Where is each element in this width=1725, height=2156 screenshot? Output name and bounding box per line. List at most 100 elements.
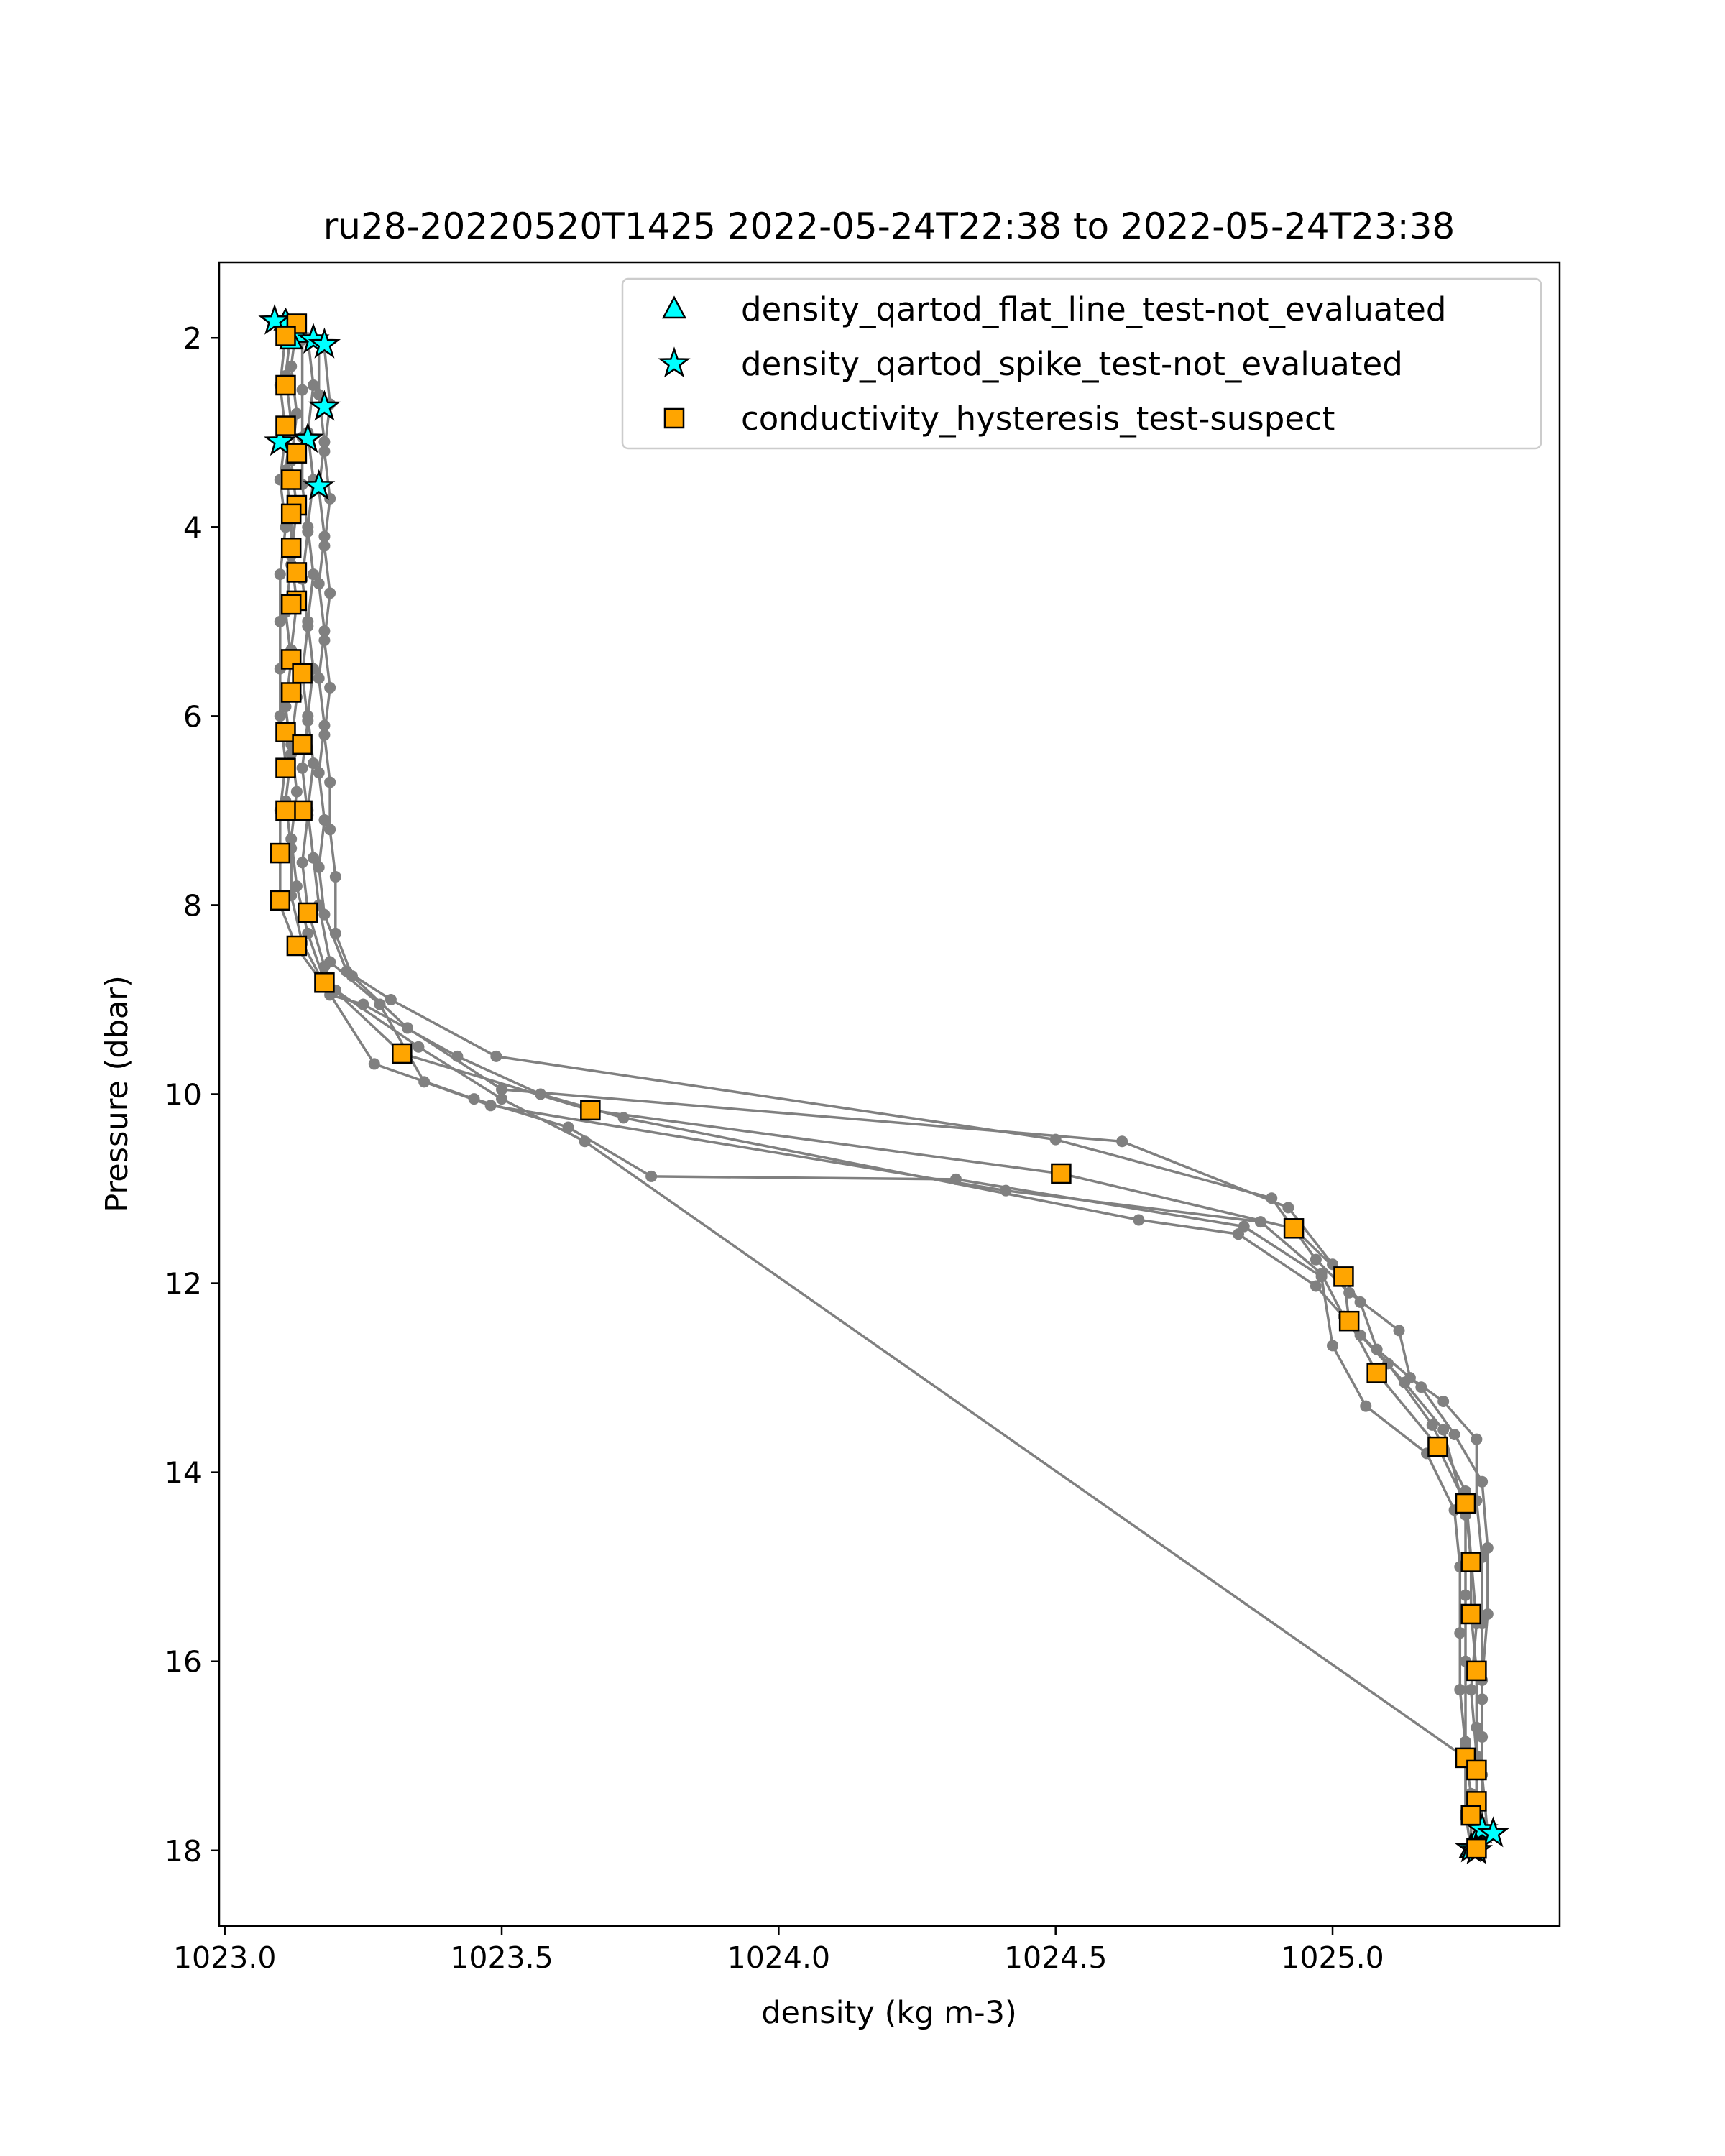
profile-point [318,814,331,826]
profile-point [1481,1542,1494,1554]
profile-point [318,446,331,458]
y-tick-label: 6 [183,699,202,734]
square-marker [292,663,313,684]
star-marker [258,303,291,335]
y-axis: 2 4 6 8 10 12 14 16 18 [165,321,219,1869]
profile-point [302,714,314,727]
y-tick-label: 14 [165,1456,202,1491]
profile-point [1360,1400,1372,1412]
square-marker [270,890,291,911]
star-marker [264,425,297,456]
profile-point [1310,1280,1322,1292]
square-marker [275,800,296,821]
square-marker [580,1100,601,1121]
profile-point [318,908,331,921]
profile-point [1116,1135,1128,1148]
profile-point [1448,1429,1460,1441]
profile-point [1476,1731,1489,1743]
profile-point [1438,1424,1450,1436]
profile-point [1454,1684,1466,1696]
square-marker [1427,1436,1448,1457]
profile-point [617,1112,630,1124]
profile-point [296,384,308,396]
profile-point [302,620,314,632]
profile-point [274,710,286,722]
square-marker [1051,1163,1072,1184]
profile-point [579,1135,591,1148]
profile-point [1399,1376,1411,1388]
profile-point [346,970,358,982]
profile-point [490,1050,502,1062]
legend-box [621,277,1542,450]
profile-point [1354,1296,1366,1308]
profile-point [1459,1736,1471,1748]
profile-point [318,635,331,647]
profile-line [317,342,1489,1834]
legend-square-icon [663,407,685,429]
profile-point [308,757,320,770]
square-marker [286,935,308,957]
profile-point [1476,1475,1489,1488]
y-axis-label: Pressure (dbar) [99,975,135,1212]
profile-point [413,1041,425,1053]
square-marker [314,972,335,993]
y-tick-label: 18 [165,1834,202,1869]
square-marker [1333,1266,1354,1287]
star-marker [308,390,341,421]
square-marker [298,902,318,923]
y-tick-label: 12 [165,1267,202,1302]
profile-point [1459,1589,1471,1601]
profile-point [1426,1419,1438,1431]
profile-point [1310,1253,1322,1266]
profile-point [534,1088,546,1100]
square-marker [1466,1660,1487,1682]
profile-point [368,1058,380,1070]
x-tick-label: 1024.0 [727,1940,830,1975]
profile-point [329,870,341,883]
profile-point [1233,1228,1245,1240]
legend-label: density_qartod_flat_line_test-not_evalua… [741,290,1446,328]
profile-point [318,960,331,972]
star-marker [303,469,336,500]
square-marker [292,734,313,755]
legend-star-icon [658,346,691,378]
square-marker [286,443,308,464]
square-marker [275,722,296,742]
profile-point [324,587,336,599]
square-marker [280,503,302,525]
profile-point [385,993,397,1005]
star-marker [291,422,324,453]
square-marker [275,374,296,396]
profile-point [1415,1381,1427,1393]
profile-point [308,852,320,864]
profile-point [318,540,331,552]
profile-point [324,824,336,836]
profile-point [274,615,286,627]
profile-point [418,1076,431,1088]
profile-point [313,672,325,684]
flag-markers [258,303,1510,1865]
profile-point [1315,1268,1328,1280]
profile-point [280,521,292,533]
square-marker [1455,1493,1476,1514]
profile-point [313,767,325,779]
x-axis: 1023.0 1023.5 1024.0 1024.5 1025.0 [173,1926,1384,1975]
profile-point [1481,1608,1494,1620]
profile-point [1438,1395,1450,1407]
profile-point [1254,1216,1266,1228]
profile-point [302,525,314,538]
profile-point [324,681,336,694]
chart-title: ru28-20220520T1425 2022-05-24T22:38 to 2… [323,206,1455,247]
profile-point [313,578,325,590]
y-tick-label: 16 [165,1645,202,1680]
profile-point [496,1093,508,1105]
profile-point [280,701,292,713]
y-tick-label: 4 [183,510,202,545]
square-marker [1283,1218,1305,1239]
square-marker [1466,1759,1487,1781]
profile-point [1327,1340,1339,1352]
profile-point [308,568,320,581]
profile-point [1465,1684,1477,1696]
square-marker [280,469,302,490]
y-tick-label: 10 [165,1078,202,1112]
